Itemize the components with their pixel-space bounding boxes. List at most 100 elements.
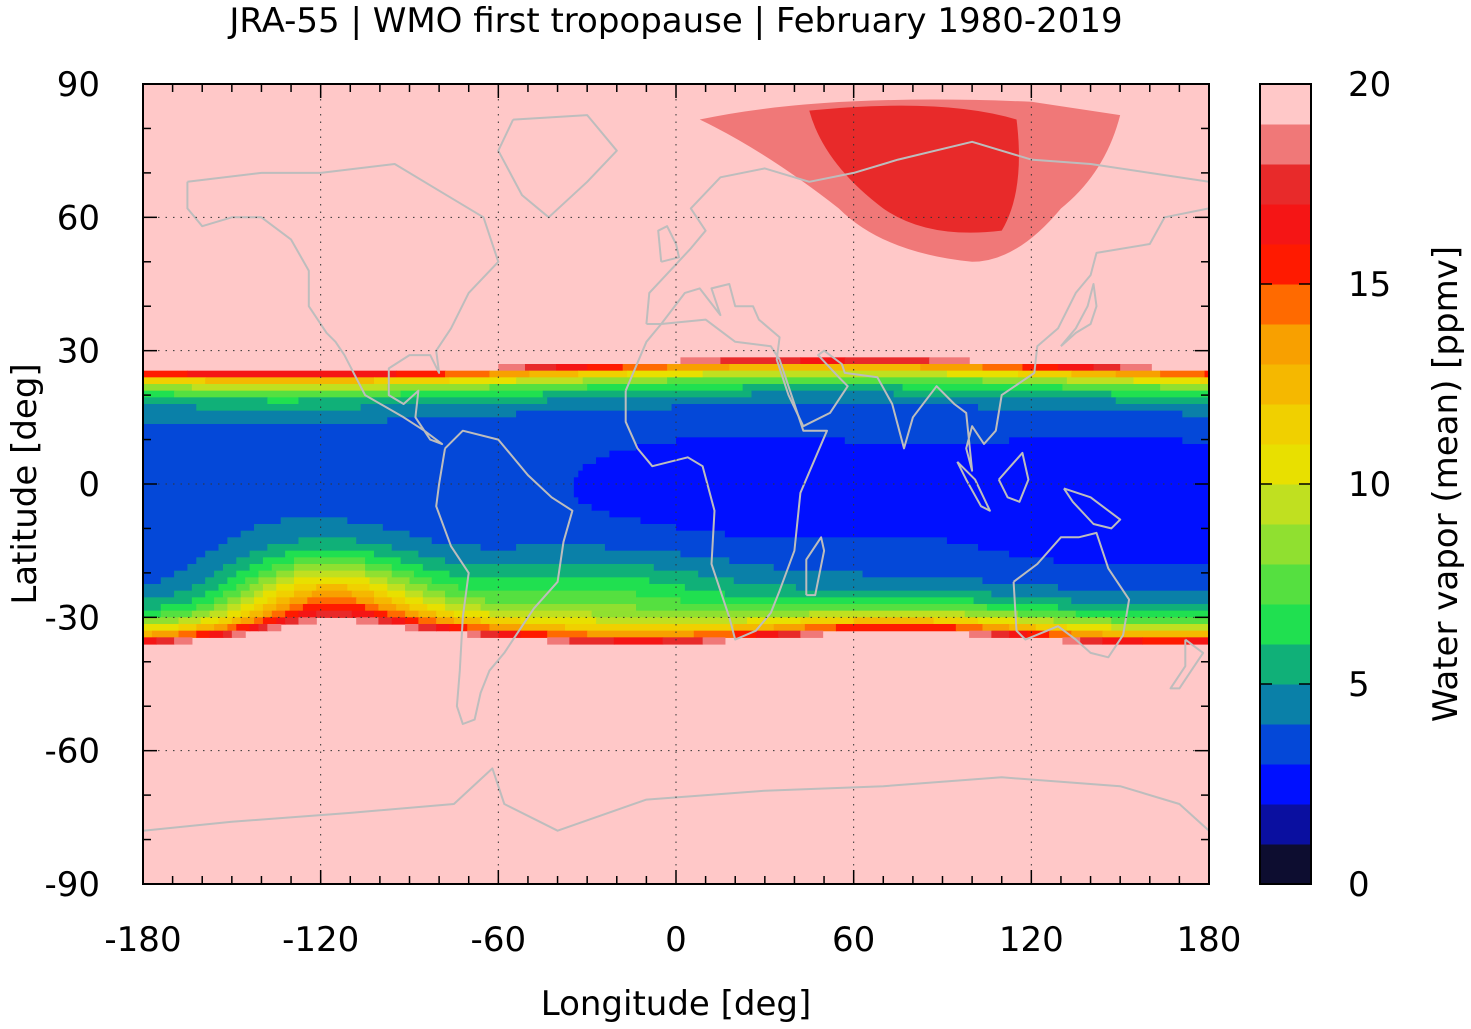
vapor-cell <box>405 590 424 598</box>
colorbar-swatch <box>1260 564 1311 605</box>
colorbar-swatch <box>1260 124 1311 165</box>
vapor-cell <box>662 637 704 645</box>
vapor-cell <box>276 570 295 578</box>
vapor-cell <box>542 390 753 398</box>
vapor-cell <box>835 624 957 632</box>
vapor-cell <box>214 597 228 605</box>
vapor-cell <box>294 557 366 565</box>
colorbar-swatch <box>1260 404 1311 445</box>
vapor-cell <box>271 610 286 618</box>
y-tick-labels: -90 -60 -30 0 30 60 90 <box>44 65 100 905</box>
vapor-cell <box>627 370 704 378</box>
vapor-cell <box>640 517 1209 525</box>
vapor-cell <box>351 610 375 618</box>
coast-greenland <box>497 114 618 219</box>
vapor-cell <box>405 610 419 618</box>
vapor-cell <box>1022 364 1059 372</box>
vapor-cell <box>240 604 255 612</box>
vapor-cell <box>143 444 637 452</box>
vapor-cell <box>1057 364 1095 372</box>
vapor-cell <box>409 577 433 585</box>
coast-south-america <box>435 429 574 725</box>
vapor-cell <box>200 617 220 625</box>
vapor-cell <box>214 604 228 612</box>
vapor-cell <box>409 530 726 538</box>
vapor-cell <box>391 564 424 572</box>
vapor-cell <box>982 364 1024 372</box>
vapor-cell <box>143 577 162 585</box>
vapor-cell <box>844 437 1010 445</box>
vapor-cell <box>418 550 682 558</box>
x-tick-label: -60 <box>471 920 527 960</box>
vapor-cell <box>174 390 402 398</box>
vapor-cell <box>160 577 206 585</box>
vapor-cell <box>636 444 1209 452</box>
colorbar-swatch <box>1260 524 1311 565</box>
vapor-cell <box>1009 550 1209 558</box>
vapor-cell <box>378 604 397 612</box>
vapor-cell <box>982 624 1010 632</box>
vapor-cell <box>1075 610 1209 618</box>
vapor-cell <box>609 510 1209 518</box>
vapor-cell <box>387 610 406 618</box>
vapor-cell <box>249 564 273 572</box>
vapor-cell <box>1066 624 1112 632</box>
vapor-cell <box>356 617 380 625</box>
vapor-cell <box>351 590 375 598</box>
vapor-cell <box>387 384 491 392</box>
vapor-cell <box>1115 370 1161 378</box>
vapor-cell <box>391 597 406 605</box>
vapor-cell <box>316 584 348 592</box>
y-tick-label: -90 <box>44 865 100 905</box>
vapor-cell <box>249 610 264 618</box>
vapor-cell <box>489 370 531 378</box>
vapor-cell <box>276 597 291 605</box>
vapor-cell <box>1071 370 1117 378</box>
vapor-cell <box>222 564 251 572</box>
vapor-cell <box>453 610 491 618</box>
vapor-cell <box>933 617 979 625</box>
coastlines <box>143 114 1209 832</box>
vapor-cell <box>445 370 491 378</box>
vapor-cell <box>143 564 189 572</box>
vapor-cell <box>1111 390 1209 398</box>
vapor-cell <box>946 370 1019 378</box>
vapor-cell <box>387 417 1209 425</box>
vapor-cell <box>458 584 686 592</box>
colorbar-tick-label: 5 <box>1348 665 1370 705</box>
vapor-cell <box>143 437 677 445</box>
vapor-cell <box>547 637 570 645</box>
vapor-cell <box>289 597 308 605</box>
vapor-cell <box>991 630 1010 638</box>
vapor-cell <box>1115 397 1209 405</box>
vapor-cell <box>191 384 388 392</box>
coast-uk <box>657 225 680 263</box>
y-axis-label: Latitude [deg] <box>5 363 45 604</box>
vapor-cell <box>649 577 735 585</box>
colorbar-swatch <box>1260 724 1311 765</box>
colorbar-tick-label: 0 <box>1348 865 1370 905</box>
vapor-cell <box>1080 637 1103 645</box>
vapor-cell <box>498 630 522 638</box>
vapor-cell <box>178 630 197 638</box>
vapor-cell <box>373 377 451 385</box>
vapor-cell <box>391 570 415 578</box>
vapor-cell <box>902 384 1064 392</box>
vapor-cell <box>298 610 317 618</box>
vapor-cell <box>143 557 197 565</box>
vapor-cell <box>196 624 215 632</box>
vapor-cell <box>445 557 730 565</box>
vapor-cell <box>294 564 366 572</box>
vapor-cell <box>467 630 482 638</box>
vapor-cell <box>724 590 992 598</box>
vapor-cell <box>267 597 277 605</box>
vapor-cell <box>143 457 597 465</box>
vapor-cell <box>196 557 237 565</box>
vapor-cell <box>436 617 455 625</box>
vapor-cell <box>449 624 468 632</box>
vapor-cell <box>955 624 984 632</box>
vapor-cell <box>800 617 855 625</box>
vapor-cell <box>978 404 1209 412</box>
vapor-cell <box>276 577 295 585</box>
vapor-cell <box>267 544 393 552</box>
